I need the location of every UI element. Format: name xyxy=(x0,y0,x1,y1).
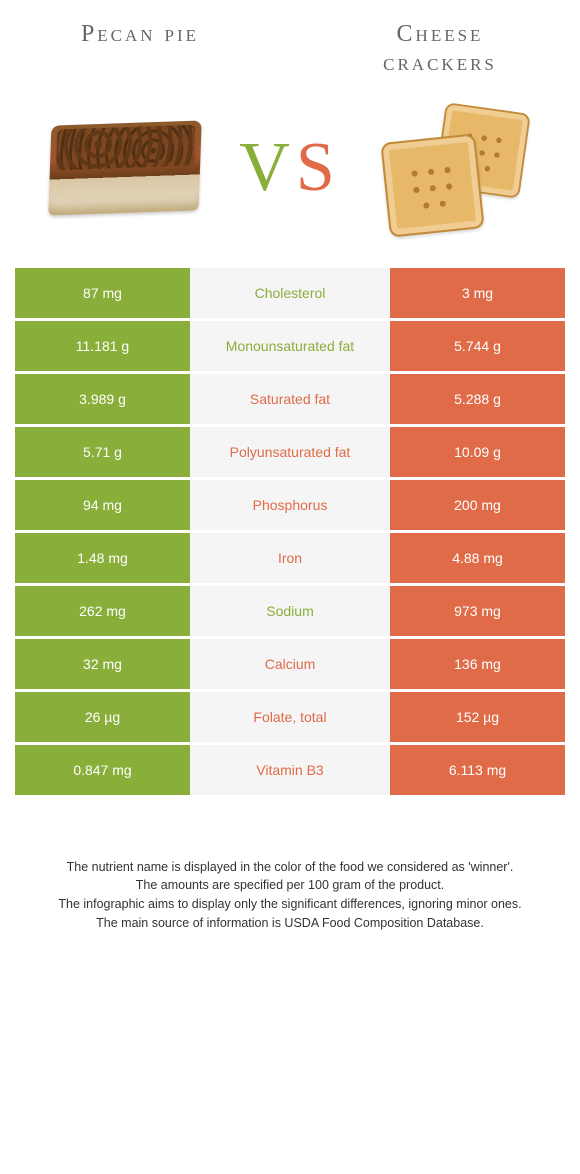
vs-s: S xyxy=(296,129,341,206)
footer-line: The amounts are specified per 100 gram o… xyxy=(30,876,550,895)
footer-line: The infographic aims to display only the… xyxy=(30,895,550,914)
table-row: 5.71 gPolyunsaturated fat10.09 g xyxy=(15,427,565,477)
table-row: 26 µgFolate, total152 µg xyxy=(15,692,565,742)
right-value: 6.113 mg xyxy=(390,745,565,795)
right-value: 5.744 g xyxy=(390,321,565,371)
comparison-table: 87 mgCholesterol3 mg11.181 gMonounsatura… xyxy=(0,268,580,795)
nutrient-label: Sodium xyxy=(190,586,390,636)
table-row: 32 mgCalcium136 mg xyxy=(15,639,565,689)
left-value: 87 mg xyxy=(15,268,190,318)
crackers-icon xyxy=(370,98,540,238)
left-value: 3.989 g xyxy=(15,374,190,424)
right-value: 10.09 g xyxy=(390,427,565,477)
left-value: 32 mg xyxy=(15,639,190,689)
left-value: 1.48 mg xyxy=(15,533,190,583)
vs-v: V xyxy=(239,129,296,206)
table-row: 262 mgSodium973 mg xyxy=(15,586,565,636)
right-value: 4.88 mg xyxy=(390,533,565,583)
nutrient-label: Polyunsaturated fat xyxy=(190,427,390,477)
table-row: 0.847 mgVitamin B36.113 mg xyxy=(15,745,565,795)
left-value: 26 µg xyxy=(15,692,190,742)
table-row: 1.48 mgIron4.88 mg xyxy=(15,533,565,583)
table-row: 87 mgCholesterol3 mg xyxy=(15,268,565,318)
vs-label: VS xyxy=(239,128,341,208)
table-row: 11.181 gMonounsaturated fat5.744 g xyxy=(15,321,565,371)
left-value: 94 mg xyxy=(15,480,190,530)
nutrient-label: Phosphorus xyxy=(190,480,390,530)
footer-notes: The nutrient name is displayed in the co… xyxy=(0,798,580,933)
right-value: 3 mg xyxy=(390,268,565,318)
right-value: 152 µg xyxy=(390,692,565,742)
left-value: 0.847 mg xyxy=(15,745,190,795)
image-row: VS xyxy=(0,88,580,268)
footer-line: The nutrient name is displayed in the co… xyxy=(30,858,550,877)
footer-line: The main source of information is USDA F… xyxy=(30,914,550,933)
table-row: 94 mgPhosphorus200 mg xyxy=(15,480,565,530)
left-title: Pecan pie xyxy=(40,20,240,78)
nutrient-label: Folate, total xyxy=(190,692,390,742)
left-value: 5.71 g xyxy=(15,427,190,477)
right-value: 5.288 g xyxy=(390,374,565,424)
nutrient-label: Calcium xyxy=(190,639,390,689)
nutrient-label: Vitamin B3 xyxy=(190,745,390,795)
table-row: 3.989 gSaturated fat5.288 g xyxy=(15,374,565,424)
header: Pecan pie Cheese crackers xyxy=(0,0,580,88)
nutrient-label: Cholesterol xyxy=(190,268,390,318)
pecan-pie-icon xyxy=(40,98,210,238)
nutrient-label: Iron xyxy=(190,533,390,583)
nutrient-label: Saturated fat xyxy=(190,374,390,424)
right-value: 200 mg xyxy=(390,480,565,530)
right-value: 973 mg xyxy=(390,586,565,636)
left-value: 11.181 g xyxy=(15,321,190,371)
nutrient-label: Monounsaturated fat xyxy=(190,321,390,371)
right-title: Cheese crackers xyxy=(340,20,540,78)
right-value: 136 mg xyxy=(390,639,565,689)
left-value: 262 mg xyxy=(15,586,190,636)
